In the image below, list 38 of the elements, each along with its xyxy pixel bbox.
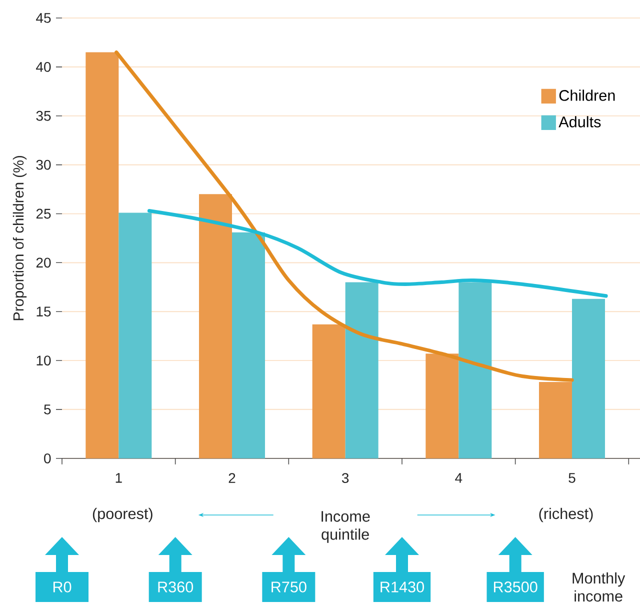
bar (86, 52, 119, 458)
bar (199, 194, 232, 458)
y-tick-label: 15 (36, 306, 51, 316)
y-tick-label: 20 (36, 258, 51, 268)
text: R0 (53, 582, 72, 592)
y-tick-label: 10 (36, 356, 51, 366)
bar (345, 282, 378, 458)
legend-label: Adults (558, 116, 601, 128)
legend-label: Children (559, 90, 615, 101)
y-tick-label: 5 (44, 404, 51, 414)
y-tick-label: 35 (36, 110, 51, 121)
x-tick-label: 1 (116, 473, 122, 483)
y-tick-label: 25 (36, 208, 51, 219)
x-axis-title: Income quintile (322, 511, 370, 543)
x-tick-label: 2 (228, 473, 236, 483)
x-tick-label: 4 (455, 473, 462, 483)
bar (538, 382, 572, 458)
y-tick-label: 30 (36, 160, 51, 170)
y-axis-title: Proportion of children (%) (12, 156, 27, 320)
text: R3500 (494, 582, 538, 592)
text: Monthly income (572, 572, 626, 602)
x-tick-label: 3 (342, 473, 349, 484)
line-series (147, 208, 608, 298)
text: (richest) (539, 508, 593, 522)
text: R750 (272, 582, 306, 592)
text: (poorest) (92, 508, 152, 522)
bar (232, 232, 265, 458)
bar (426, 354, 459, 458)
text: R1430 (380, 582, 424, 592)
y-tick-label: 0 (44, 453, 51, 464)
y-tick-label: 40 (36, 62, 51, 72)
y-tick-label: 45 (36, 13, 51, 23)
bar (118, 212, 152, 458)
x-tick-label: 5 (568, 473, 576, 483)
text: R360 (158, 582, 194, 592)
bar (458, 282, 492, 458)
bar (312, 324, 346, 458)
bar (572, 298, 605, 458)
